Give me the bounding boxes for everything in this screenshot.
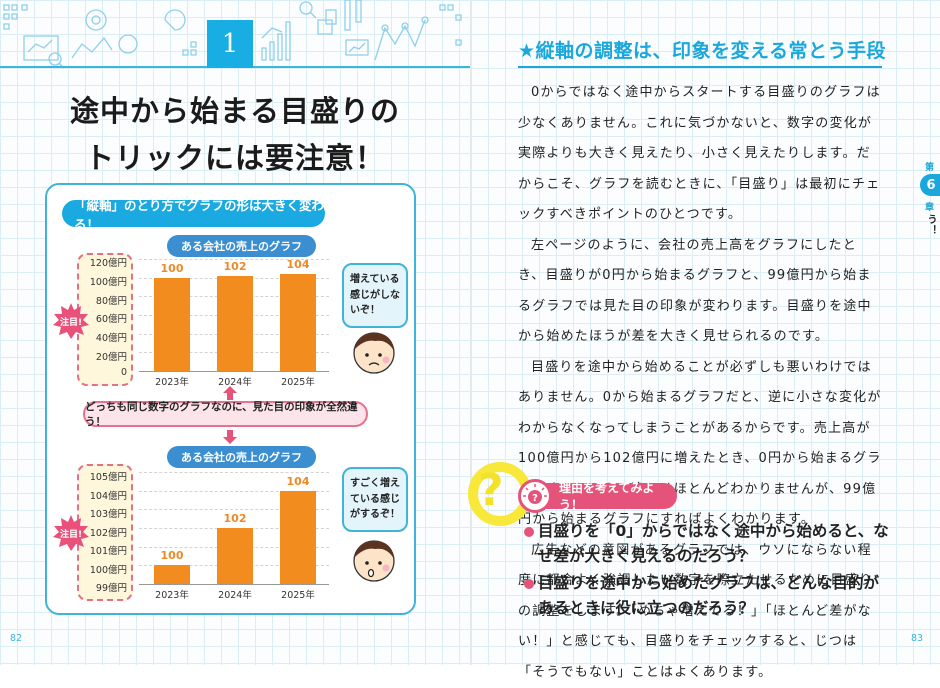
attention-label: 注目! <box>53 515 89 551</box>
x-tick: 2025年 <box>273 374 323 388</box>
page-title-line1: 途中から始まる目盛りの <box>0 88 470 130</box>
chapter-number: 6 <box>920 174 940 196</box>
figure-card: 「縦軸」のとり方でグラフの形は大きく変わる！ ある会社の売上のグラフ 120億円… <box>45 183 416 615</box>
bullet-dot-icon <box>524 579 534 589</box>
y-tick: 102億円 <box>90 525 127 539</box>
bar-2025 <box>280 274 316 371</box>
y-tick: 105億円 <box>90 469 127 483</box>
bullet-dot-icon <box>524 527 534 537</box>
y-tick: 20億円 <box>96 349 127 363</box>
bar-value: 104 <box>273 475 323 488</box>
y-tick: 60億円 <box>96 311 127 325</box>
y-tick: 100億円 <box>90 562 127 576</box>
y-tick: 103億円 <box>90 506 127 520</box>
bar-value: 102 <box>210 260 260 273</box>
chart-top-plot: 100 102 104 2023年 2024年 2025年 <box>139 259 329 371</box>
paragraph: 左ページのように、会社の売上高をグラフにしたとき、目盛りが0円から始まるグラフと… <box>518 231 884 353</box>
question-item: 目盛りを途中から始めたグラフは、どんな目的があるときに役に立つのだろう？ <box>524 571 894 621</box>
question-mark-icon: ? <box>478 465 504 516</box>
bar-2024 <box>217 276 253 371</box>
x-tick: 2024年 <box>210 587 260 601</box>
y-tick: 99億円 <box>96 580 127 594</box>
left-page: 1 途中から始まる目盛りの トリックには要注意！ 「縦軸」のとり方でグラフの形は… <box>0 0 470 665</box>
chapter-sho: 章 <box>925 200 934 213</box>
chart-bottom-title: ある会社の売上のグラフ <box>167 446 316 468</box>
y-tick: 40億円 <box>96 330 127 344</box>
comparison-note: どっちも同じ数字のグラフなのに、見た目の印象が全然違う！ <box>83 401 368 427</box>
section-rule <box>518 66 882 68</box>
page-number-right: 83 <box>911 633 923 644</box>
bar-value: 100 <box>147 262 197 275</box>
chart-top-title: ある会社の売上のグラフ <box>167 235 316 257</box>
y-tick: 104億円 <box>90 488 127 502</box>
page-title-line2: トリックには要注意！ <box>0 135 470 177</box>
y-tick: 120億円 <box>90 255 127 269</box>
chart-bottom-plot: 100 102 104 2023年 2024年 2025年 <box>139 472 329 584</box>
x-tick: 2025年 <box>273 587 323 601</box>
page-number-left: 82 <box>10 633 22 644</box>
attention-label: 注目! <box>53 303 89 339</box>
attention-burst-icon: 注目! <box>53 515 89 551</box>
boy-face-surprised-icon <box>349 533 399 583</box>
thinking-head-icon: ? <box>518 479 552 513</box>
bar-2023 <box>154 565 190 584</box>
header-illustration: 1 <box>0 0 470 70</box>
speech-bubble-bottom: すごく増えている感じがするぞ！ <box>342 467 408 532</box>
boy-face-puzzled-icon <box>349 325 399 375</box>
bar-value: 102 <box>210 512 260 525</box>
question-item: 目盛りを「0」からではなく途中から始めると、なぜ差が大きく見えるのだろう？ <box>524 519 894 569</box>
paragraph: 0からではなく途中からスタートする目盛りのグラフは少なくありません。これに気づか… <box>518 78 884 231</box>
y-tick: 0 <box>121 367 127 378</box>
section-number-badge: 1 <box>207 20 253 68</box>
y-tick: 101億円 <box>90 543 127 557</box>
speech-bubble-top: 増えている感じがしないぞ！ <box>342 263 408 328</box>
x-tick: 2023年 <box>147 587 197 601</box>
figure-heading: 「縦軸」のとり方でグラフの形は大きく変わる！ <box>62 200 325 227</box>
y-tick: 100億円 <box>90 274 127 288</box>
chapter-title-vertical: グラフが仕掛けてくるワナを見抜こう！ <box>923 214 940 236</box>
bar-2023 <box>154 278 190 371</box>
x-tick: 2023年 <box>147 374 197 388</box>
bar-value: 100 <box>147 549 197 562</box>
svg-text:?: ? <box>532 493 538 504</box>
attention-burst-icon: 注目! <box>53 303 89 339</box>
bar-2024 <box>217 528 253 584</box>
bar-value: 104 <box>273 258 323 271</box>
bar-2025 <box>280 491 316 584</box>
section-heading: ★縦軸の調整は、印象を変える常とう手段 <box>518 36 886 63</box>
y-tick: 80億円 <box>96 293 127 307</box>
chapter-dai: 第 <box>925 160 934 173</box>
question-list: 目盛りを「0」からではなく途中から始めると、なぜ差が大きく見えるのだろう？ 目盛… <box>524 519 894 623</box>
